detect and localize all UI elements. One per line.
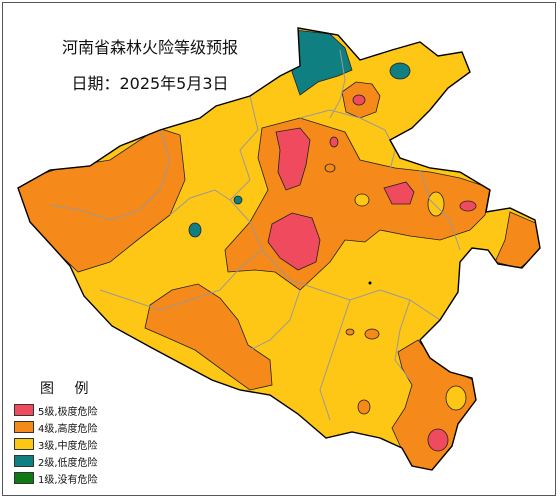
zone-level5-center <box>267 212 321 271</box>
zone-level5-east-small <box>459 200 477 212</box>
city-marker <box>368 281 372 285</box>
legend: 5级,极度危险 4级,高度危险 3级,中度危险 2级,低度危险 1级,没有危险 <box>14 402 134 487</box>
zone-level4-speck-b <box>357 399 371 415</box>
zone-level2-northeast <box>389 62 411 80</box>
legend-swatch-level5 <box>14 404 34 416</box>
zone-level4-southwest <box>144 283 273 391</box>
legend-title: 图 例 <box>40 381 97 397</box>
legend-swatch-level1 <box>14 472 34 484</box>
zone-level3-island-c <box>427 191 445 217</box>
legend-label-level3: 3级,中度危险 <box>38 441 98 452</box>
zone-level2-west-a <box>188 222 202 238</box>
map-title: 河南省森林火险等级预报 <box>61 38 238 57</box>
zone-level4-speck-c <box>345 328 355 336</box>
legend-item-level5: 5级,极度危险 <box>14 402 134 419</box>
zone-level2-north <box>291 29 353 96</box>
zone-level5-east <box>383 181 415 205</box>
zone-level5-dot-a <box>329 136 339 148</box>
legend-item-level3: 3级,中度危险 <box>14 436 134 453</box>
legend-label-level2: 2级,低度危险 <box>38 458 98 469</box>
zone-level5-southeast <box>427 428 449 452</box>
zone-level3-island-a <box>354 193 370 207</box>
province-outline <box>17 27 541 471</box>
admin-boundaries <box>49 49 461 421</box>
legend-label-level5: 5级,极度危险 <box>38 407 98 418</box>
legend-swatch-level4 <box>14 421 34 433</box>
legend-swatch-level3 <box>14 438 34 450</box>
forecast-date: 日期：2025年5月3日 <box>71 74 229 93</box>
zone-level2-west-b <box>233 195 243 205</box>
legend-label-level4: 4级,高度危险 <box>38 424 98 435</box>
zone-level4-speck-d <box>324 163 336 173</box>
zone-level5-north <box>275 127 311 191</box>
legend-item-level1: 1级,没有危险 <box>14 470 134 487</box>
zone-level3-island-b <box>445 385 467 411</box>
legend-label-level1: 1级,没有危险 <box>38 475 98 486</box>
zone-level5-north-dot <box>352 94 366 106</box>
legend-item-level2: 2级,低度危险 <box>14 453 134 470</box>
legend-item-level4: 4级,高度危险 <box>14 419 134 436</box>
legend-swatch-level2 <box>14 455 34 467</box>
zone-level4-speck-a <box>364 328 380 340</box>
